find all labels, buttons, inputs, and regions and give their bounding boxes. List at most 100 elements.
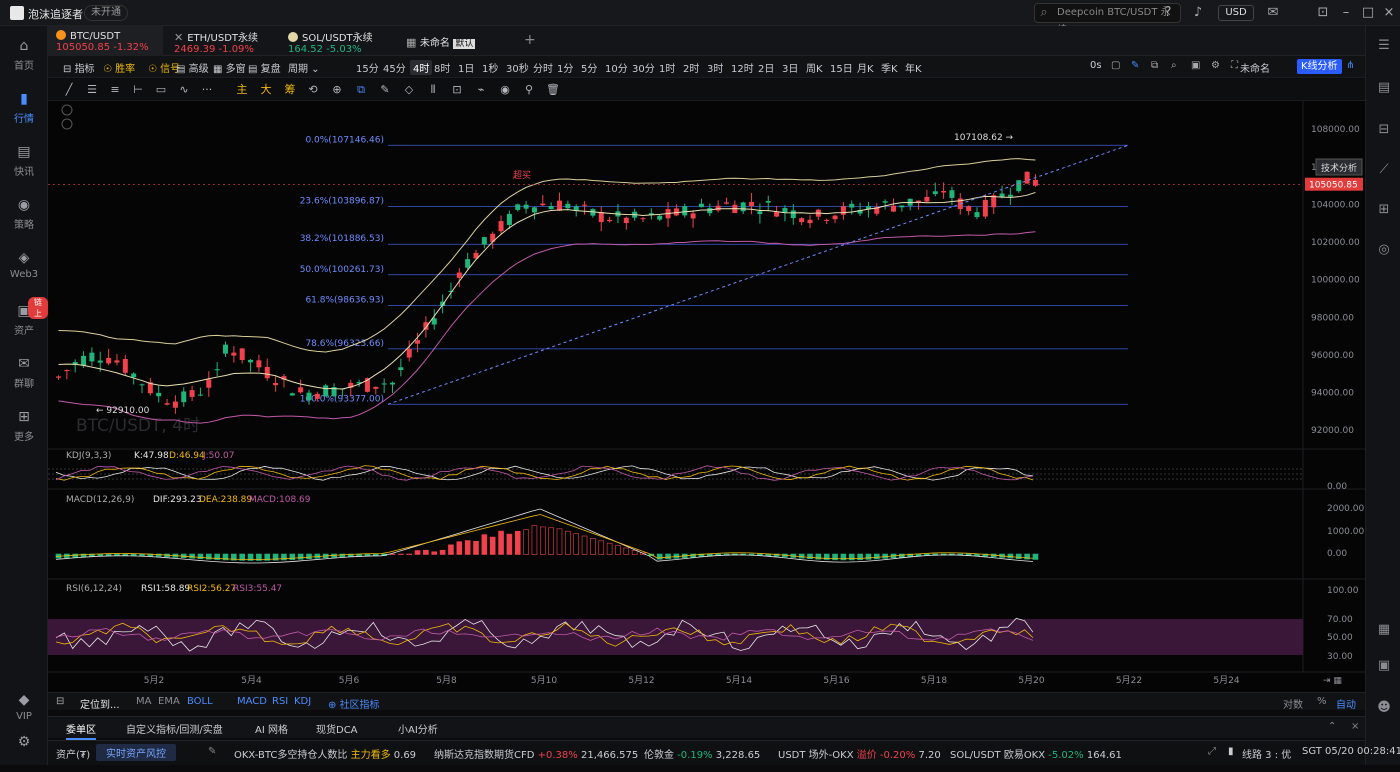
analysis-icon[interactable]: ⟋ <box>1379 162 1389 177</box>
line-status[interactable]: 线路 3 : 优 <box>1242 750 1292 761</box>
ticker-item-4[interactable]: SOL/USDT 欧易OKX -5.02% 164.61 <box>950 750 1122 761</box>
macd-pane[interactable] <box>55 508 1039 564</box>
maximize-icon[interactable]: □ <box>1361 5 1375 20</box>
community-indicator-button[interactable]: ⊕ 社区指标 <box>328 700 380 711</box>
candle[interactable] <box>1032 179 1038 186</box>
ticker-item-0[interactable]: OKX-BTC多空持仓人数比 主力看多 0.69 <box>234 750 417 761</box>
candle[interactable] <box>390 382 395 385</box>
ma-button[interactable]: MA <box>136 696 152 707</box>
close-panel-icon[interactable]: × <box>1351 721 1360 732</box>
ticker-item-3[interactable]: USDT 场外-OKX 溢价 -0.20% 7.20 <box>778 750 941 761</box>
rsi-pane[interactable] <box>48 617 1303 655</box>
radar-icon[interactable]: ◎ <box>1378 242 1390 257</box>
candle[interactable] <box>857 209 863 214</box>
nav-item-5[interactable]: ▣ 资产 链上 <box>0 295 48 341</box>
interval-20[interactable]: 月K <box>857 64 874 75</box>
candle[interactable] <box>81 355 87 366</box>
interval-4[interactable]: 1日 <box>458 64 475 75</box>
panel-tab-0[interactable]: 委单区 <box>66 721 96 740</box>
candle[interactable] <box>966 206 972 212</box>
tab-sol[interactable]: SOL/USDT永续 164.52 -5.03% <box>288 32 373 55</box>
candle[interactable] <box>172 401 178 408</box>
add-tab-icon[interactable]: + <box>524 32 536 48</box>
candle[interactable] <box>648 213 654 215</box>
candle[interactable] <box>874 207 880 214</box>
candle[interactable] <box>882 201 888 203</box>
candle[interactable] <box>1016 180 1022 192</box>
candle[interactable] <box>440 301 446 306</box>
filter-icon[interactable]: ⚲ <box>524 83 534 96</box>
interval-3[interactable]: 8时 <box>434 64 451 75</box>
candle[interactable] <box>832 215 838 220</box>
assets-label[interactable]: 资产(₮) <box>56 750 91 761</box>
ruler-icon[interactable]: ◇ <box>404 83 414 96</box>
candle[interactable] <box>398 367 404 371</box>
rsi-button[interactable]: RSI <box>272 696 289 707</box>
camera-icon[interactable]: ▢ <box>1111 60 1121 71</box>
tab-btc[interactable]: BTC/USDT 105050.85 -1.32% <box>48 26 163 56</box>
interval-2[interactable]: 4时 <box>410 60 433 75</box>
candle[interactable] <box>223 344 228 354</box>
candle[interactable] <box>740 202 746 212</box>
candle[interactable] <box>916 200 922 203</box>
candle[interactable] <box>89 352 95 362</box>
candle[interactable] <box>991 195 997 208</box>
kline-analysis-button[interactable]: K线分析 <box>1297 59 1342 74</box>
candle[interactable] <box>941 191 947 193</box>
candle[interactable] <box>147 382 153 394</box>
gear-icon[interactable]: ⚙ <box>1211 60 1220 71</box>
candle[interactable] <box>640 218 646 220</box>
candle[interactable] <box>774 211 780 217</box>
minimize-icon[interactable]: – <box>1342 5 1350 20</box>
candle[interactable] <box>423 322 429 330</box>
hline-tool-icon[interactable]: ☰ <box>87 83 97 96</box>
candle[interactable] <box>999 193 1005 198</box>
search-input[interactable]: Deepcoin BTC/USDT 永续 <box>1034 3 1181 36</box>
assistant-icon[interactable]: ☻ <box>1377 700 1391 715</box>
candle[interactable] <box>97 360 103 363</box>
candle[interactable] <box>515 204 521 210</box>
candle[interactable] <box>949 190 955 198</box>
trend-line[interactable] <box>387 144 1129 405</box>
replay-speed[interactable]: 0s <box>1090 60 1102 71</box>
nav-item-2[interactable]: ▤ 快讯 <box>0 136 48 182</box>
candle[interactable] <box>1007 194 1013 197</box>
trash-icon[interactable]: 🗑 <box>546 83 560 96</box>
candle[interactable] <box>506 213 512 225</box>
select-icon[interactable]: ⧉ <box>357 83 365 96</box>
candle[interactable] <box>331 387 337 397</box>
candle[interactable] <box>139 384 145 386</box>
candle[interactable] <box>197 394 203 396</box>
candle[interactable] <box>749 201 755 207</box>
candle[interactable] <box>264 366 270 379</box>
interval-21[interactable]: 季K <box>881 64 898 75</box>
candle[interactable] <box>531 207 537 213</box>
currency-select[interactable]: USD <box>1218 5 1254 21</box>
screenshot-icon[interactable]: ▣ <box>1191 60 1201 71</box>
candle[interactable] <box>548 206 554 210</box>
bell-icon[interactable]: ♪ <box>1193 5 1203 20</box>
interval-14[interactable]: 3时 <box>707 64 724 75</box>
candle[interactable] <box>356 382 362 384</box>
candle[interactable] <box>782 207 788 213</box>
candle[interactable] <box>657 215 663 220</box>
candle[interactable] <box>840 206 846 215</box>
lock-icon[interactable]: ⊡ <box>452 83 462 96</box>
candle[interactable] <box>924 196 930 202</box>
risk-control-button[interactable]: 实时资产风控 <box>96 744 176 761</box>
monitor-icon[interactable]: ⊞ <box>1378 202 1390 217</box>
add-pane-icon[interactable] <box>61 118 73 130</box>
price-chart[interactable]: 108000.00106000.00104000.00102000.001000… <box>48 101 1365 692</box>
edit-icon[interactable]: ✎ <box>1131 60 1140 71</box>
candle[interactable] <box>582 204 588 206</box>
pin-icon[interactable]: ⊡ <box>1317 5 1329 20</box>
candle[interactable] <box>64 370 70 372</box>
candle[interactable] <box>598 212 604 223</box>
candle[interactable] <box>289 393 295 396</box>
alert-icon[interactable]: ⌕ <box>1171 60 1177 71</box>
candle[interactable] <box>1024 171 1030 184</box>
candle[interactable] <box>56 376 61 378</box>
candle[interactable] <box>698 203 704 208</box>
candle[interactable] <box>298 387 304 393</box>
interval-19[interactable]: 15日 <box>830 64 853 75</box>
